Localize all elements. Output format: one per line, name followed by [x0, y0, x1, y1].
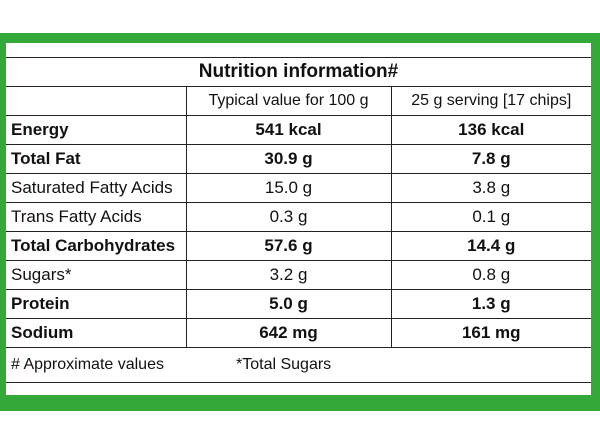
header-per-100g: Typical value for 100 g — [185, 86, 392, 116]
footnote-approx: # Approximate values — [6, 347, 186, 383]
footnote-row: # Approximate values *Total Sugars — [6, 347, 591, 383]
table-row: Total Carbohydrates 57.6 g 14.4 g — [6, 231, 591, 261]
nutrient-name: Trans Fatty Acids — [6, 202, 187, 232]
nutrient-name: Total Fat — [6, 144, 187, 174]
footnote-sugars: *Total Sugars — [186, 347, 591, 383]
nutrient-name: Saturated Fatty Acids — [6, 173, 187, 203]
value-per-100g: 30.9 g — [185, 144, 392, 174]
value-per-serving: 1.3 g — [390, 289, 591, 319]
table-row: Sodium 642 mg 161 mg — [6, 318, 591, 348]
value-per-100g: 642 mg — [185, 318, 392, 348]
table-row: Trans Fatty Acids 0.3 g 0.1 g — [6, 202, 591, 232]
value-per-100g: 3.2 g — [185, 260, 392, 290]
value-per-serving: 3.8 g — [390, 173, 591, 203]
value-per-serving: 14.4 g — [390, 231, 591, 261]
value-per-serving: 161 mg — [390, 318, 591, 348]
nutrient-name: Total Carbohydrates — [6, 231, 187, 261]
header-row: Typical value for 100 g 25 g serving [17… — [6, 86, 591, 116]
value-per-100g: 15.0 g — [185, 173, 392, 203]
table-row: Saturated Fatty Acids 15.0 g 3.8 g — [6, 173, 591, 203]
table-row: Sugars* 3.2 g 0.8 g — [6, 260, 591, 290]
value-per-serving: 136 kcal — [390, 115, 591, 145]
nutrient-name: Energy — [6, 115, 187, 145]
nutrient-name: Protein — [6, 289, 187, 319]
nutrition-label-card: Nutrition information# Typical value for… — [6, 43, 591, 395]
value-per-serving: 7.8 g — [390, 144, 591, 174]
green-border-frame: Nutrition information# Typical value for… — [0, 33, 600, 411]
title-row: Nutrition information# — [6, 57, 591, 87]
nutrient-name: Sugars* — [6, 260, 187, 290]
nutrient-name: Sodium — [6, 318, 187, 348]
value-per-serving: 0.1 g — [390, 202, 591, 232]
nutrition-table: Nutrition information# Typical value for… — [6, 57, 591, 383]
value-per-serving: 0.8 g — [390, 260, 591, 290]
value-per-100g: 0.3 g — [185, 202, 392, 232]
value-per-100g: 5.0 g — [185, 289, 392, 319]
value-per-100g: 541 kcal — [185, 115, 392, 145]
table-row: Energy 541 kcal 136 kcal — [6, 115, 591, 145]
table-row: Protein 5.0 g 1.3 g — [6, 289, 591, 319]
table-title: Nutrition information# — [6, 57, 591, 87]
header-per-serving: 25 g serving [17 chips] — [390, 86, 591, 116]
table-row: Total Fat 30.9 g 7.8 g — [6, 144, 591, 174]
value-per-100g: 57.6 g — [185, 231, 392, 261]
header-nutrient — [6, 86, 187, 116]
